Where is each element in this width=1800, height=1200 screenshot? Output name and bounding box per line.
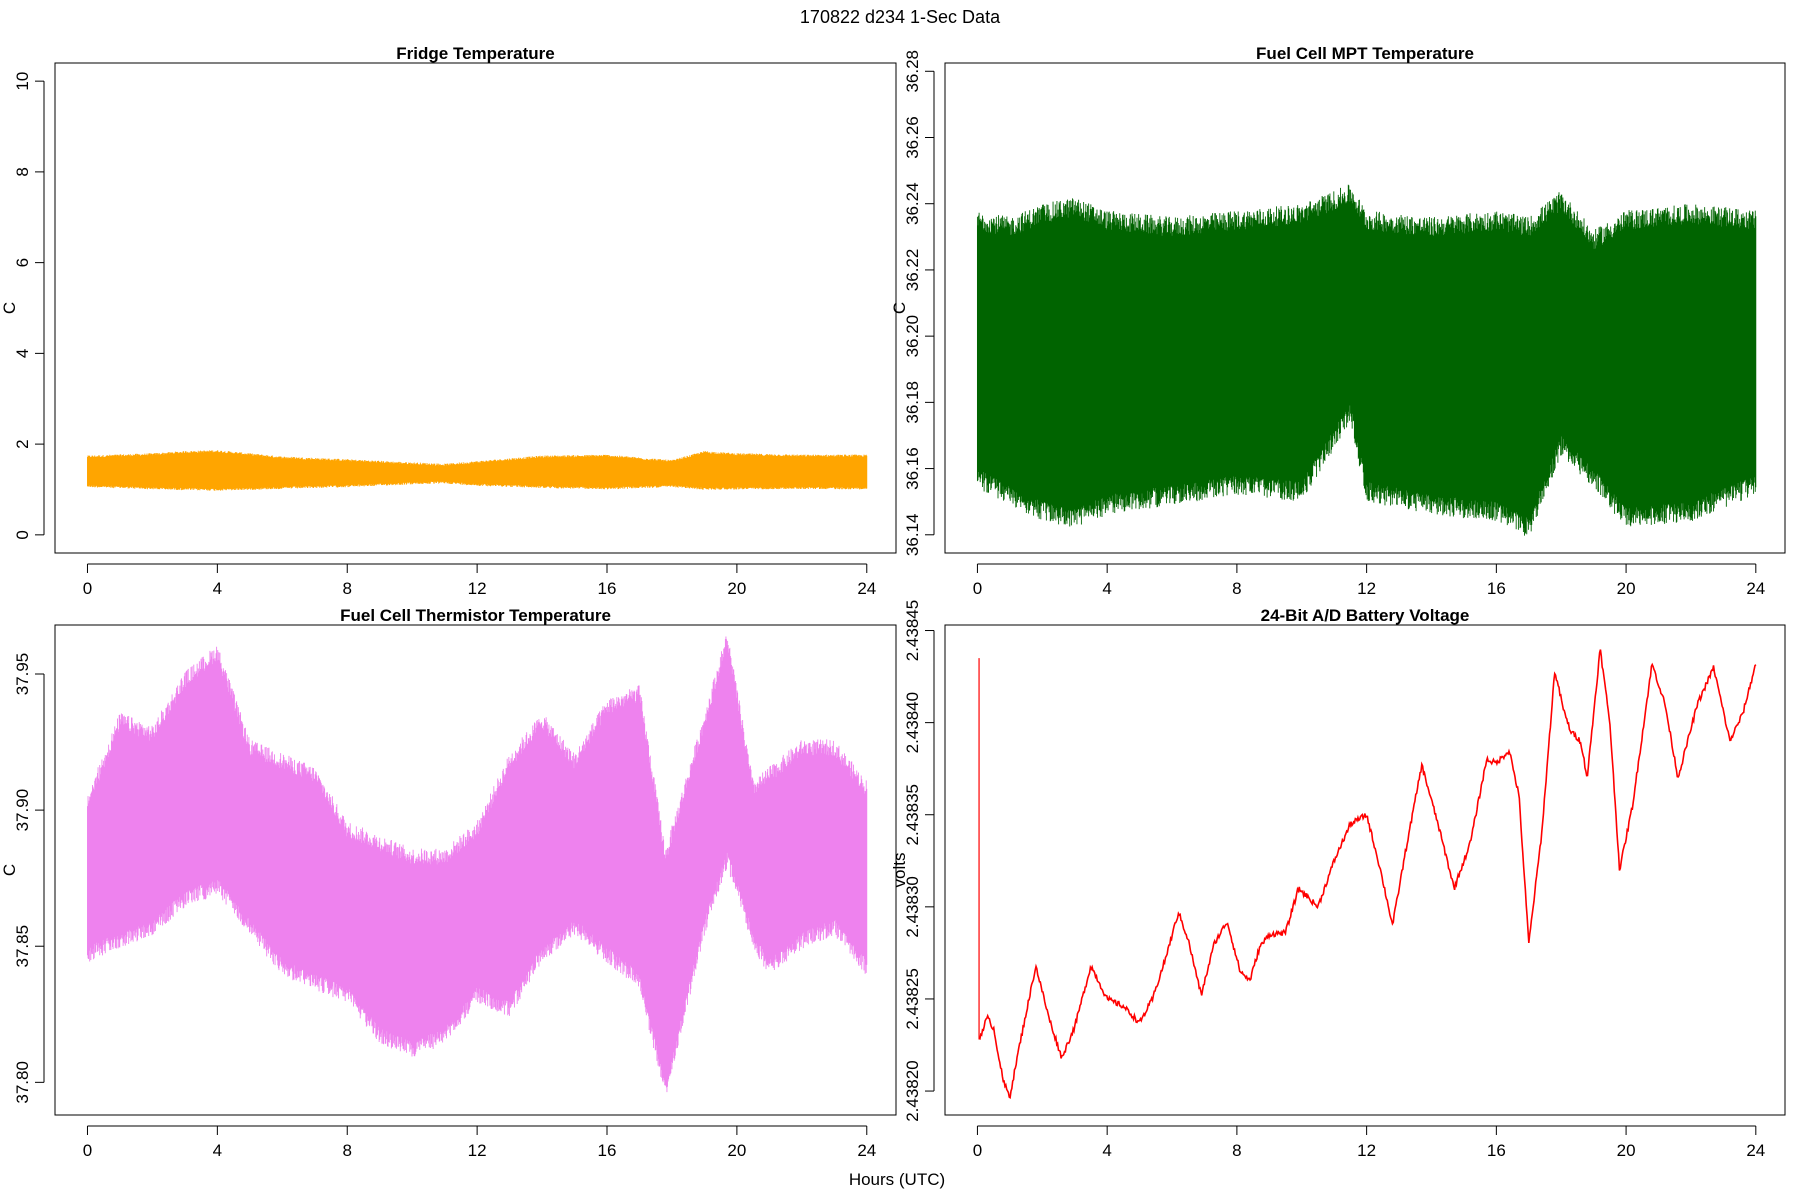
panel-fuel-cell-thermistor-temperature-y-label: C [0,864,19,876]
x-tick-label: 4 [1102,579,1111,598]
x-tick-label: 24 [857,579,876,598]
panel-fuel-cell-mpt-temperature-y-axis: 36.14 36.16 36.18 36.20 36.22 36.24 36.26 36.28 [903,50,935,557]
panel-fridge-temperature-title: Fridge Temperature [396,44,554,63]
panel-fuel-cell-thermistor-temperature: Fuel Cell Thermistor Temperature 0 4 8 12 16 2… [0,606,897,1160]
x-tick-label: 12 [1357,579,1376,598]
y-tick-label: 10 [13,72,32,91]
panel-battery-voltage-trace [978,649,1757,1100]
panel-fuel-cell-thermistor-temperature-trace [87,636,868,1093]
y-tick-label: 2.43835 [903,784,922,845]
panel-battery-voltage-series [978,649,1757,1100]
y-tick-label: 37.85 [13,925,32,968]
panel-fuel-cell-mpt-temperature-trace [976,184,1757,536]
panel-battery-voltage-x-axis: 0 4 8 12 16 20 24 [973,1125,1765,1160]
figure-title: 170822 d234 1-Sec Data [800,7,1001,27]
y-tick-label: 2.43820 [903,1060,922,1121]
x-tick-label: 24 [1746,579,1765,598]
panel-fuel-cell-mpt-temperature-y-label: C [890,302,909,314]
panel-fuel-cell-thermistor-temperature-x-axis: 0 4 8 12 16 20 24 [83,1125,876,1160]
panel-battery-voltage-y-axis: 2.43820 2.43825 2.43830 2.43835 2.43840 2.438… [903,600,935,1122]
x-tick-label: 8 [1232,1141,1241,1160]
x-tick-label: 12 [468,579,487,598]
x-tick-label: 8 [343,1141,352,1160]
x-tick-label: 4 [213,1141,222,1160]
x-tick-label: 4 [1102,1141,1111,1160]
panel-fridge-temperature-x-axis: 0 4 8 12 16 20 24 [83,563,876,598]
y-tick-label: 0 [13,530,32,539]
y-tick-label: 8 [13,167,32,176]
panel-battery-voltage-frame [944,624,1786,1116]
panel-fuel-cell-thermistor-temperature-title: Fuel Cell Thermistor Temperature [340,606,611,625]
panel-fuel-cell-mpt-temperature: Fuel Cell MPT Temperature 0 4 8 12 16 20 24 36.1… [890,44,1786,598]
y-tick-label: 4 [13,349,32,358]
y-tick-label: 2 [13,439,32,448]
panel-fridge-temperature-series [87,450,868,491]
y-tick-label: 36.26 [903,116,922,159]
y-tick-label: 36.28 [903,50,922,93]
x-tick-label: 20 [727,1141,746,1160]
x-tick-label: 16 [1487,1141,1506,1160]
x-tick-label: 16 [1487,579,1506,598]
x-tick-label: 8 [1232,579,1241,598]
x-tick-label: 12 [468,1141,487,1160]
shared-x-axis-label: Hours (UTC) [849,1170,945,1189]
y-tick-label: 36.18 [903,381,922,424]
panel-battery-voltage-title: 24-Bit A/D Battery Voltage [1261,606,1470,625]
y-tick-label: 2.43830 [903,876,922,937]
x-tick-label: 8 [343,579,352,598]
panel-fuel-cell-mpt-temperature-x-axis: 0 4 8 12 16 20 24 [973,563,1765,598]
x-tick-label: 0 [83,579,92,598]
y-tick-label: 36.22 [903,249,922,292]
x-tick-label: 12 [1357,1141,1376,1160]
panel-battery-voltage-y-label: volts [890,853,909,888]
panel-fuel-cell-mpt-temperature-frame [944,62,1786,554]
y-tick-label: 36.16 [903,447,922,490]
x-tick-label: 20 [1617,579,1636,598]
panel-fuel-cell-mpt-temperature-title: Fuel Cell MPT Temperature [1256,44,1474,63]
y-tick-label: 37.90 [13,789,32,832]
panel-fuel-cell-thermistor-temperature-series [87,636,868,1093]
y-tick-label: 2.43840 [903,692,922,753]
x-tick-label: 16 [598,1141,617,1160]
x-tick-label: 0 [83,1141,92,1160]
panel-battery-voltage: 24-Bit A/D Battery Voltage 0 4 8 12 16 20 24 2.4… [890,600,1786,1160]
y-tick-label: 2.43825 [903,968,922,1029]
panel-fuel-cell-thermistor-temperature-y-axis: 37.80 37.85 37.90 37.95 [13,653,45,1104]
panel-fridge-temperature-y-label: C [0,302,19,314]
panel-fuel-cell-mpt-temperature-series [976,184,1757,536]
y-tick-label: 37.80 [13,1061,32,1104]
panel-fuel-cell-thermistor-temperature-frame [54,624,897,1116]
x-tick-label: 4 [213,579,222,598]
x-tick-label: 0 [973,579,982,598]
x-tick-label: 16 [598,579,617,598]
x-tick-label: 20 [1617,1141,1636,1160]
y-tick-label: 36.14 [903,514,922,557]
y-tick-label: 6 [13,258,32,267]
x-tick-label: 20 [727,579,746,598]
y-tick-label: 2.43845 [903,600,922,661]
panel-fridge-temperature-frame [54,62,897,554]
x-tick-label: 0 [973,1141,982,1160]
y-tick-label: 36.24 [903,182,922,225]
panel-fridge-temperature-trace [87,450,868,491]
y-tick-label: 37.95 [13,653,32,696]
panel-fridge-temperature-y-axis: 0 2 4 6 8 10 [13,72,45,540]
y-tick-label: 36.20 [903,315,922,358]
x-tick-label: 24 [1746,1141,1765,1160]
x-tick-label: 24 [857,1141,876,1160]
